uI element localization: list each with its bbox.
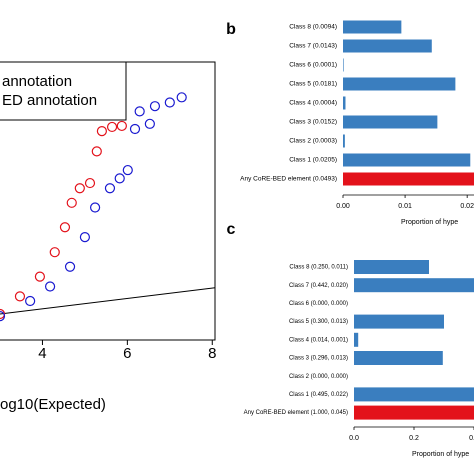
category-label: Class 7 (0.0143) — [289, 43, 337, 50]
category-label: Class 1 (0.495, 0.022) — [289, 392, 348, 398]
point — [0, 310, 6, 322]
point — [25, 295, 36, 307]
point — [66, 197, 77, 208]
category-label: Class 5 (0.0181) — [289, 81, 337, 88]
point — [149, 101, 161, 112]
bar — [343, 134, 345, 148]
x-tick-label: 0.0 — [349, 435, 359, 442]
category-label: Class 4 (0.0004) — [289, 100, 337, 107]
category-label: Class 7 (0.442, 0.020) — [289, 283, 348, 289]
x-tick-label: 0.02 — [460, 203, 474, 210]
bar — [354, 387, 474, 402]
x-axis-label: og10(Expected) — [0, 396, 106, 413]
point — [144, 118, 155, 129]
bar — [343, 77, 456, 91]
x-tick-label: 8 — [208, 345, 216, 362]
x-tick-label: 0.2 — [409, 435, 419, 442]
point — [164, 97, 175, 108]
x-tick-label: 6 — [123, 345, 131, 362]
point — [79, 232, 91, 243]
category-label: Class 3 (0.0152) — [289, 119, 337, 126]
reference-line — [0, 287, 216, 315]
bar — [354, 332, 359, 347]
category-label: Class 1 (0.0205) — [289, 157, 337, 164]
bar — [343, 172, 474, 186]
category-label: Class 6 (0.0001) — [289, 62, 337, 69]
point — [114, 173, 125, 184]
bar — [354, 278, 474, 293]
point — [84, 177, 96, 189]
bar — [343, 115, 438, 129]
legend-box — [0, 61, 127, 121]
x-tick-label: 0.00 — [336, 203, 350, 210]
category-label: Class 4 (0.014, 0.001) — [289, 337, 348, 343]
legend-label: ED annotation — [2, 92, 97, 109]
bar — [354, 405, 474, 420]
category-label: Class 6 (0.000, 0.000) — [289, 301, 348, 307]
bar — [354, 260, 429, 274]
point — [34, 271, 46, 282]
x-axis-label: Proportion of hype — [412, 451, 469, 458]
point — [91, 146, 102, 157]
x-axis-label: Proportion of hype — [401, 219, 458, 226]
point — [106, 121, 118, 133]
category-label: Class 5 (0.300, 0.013) — [289, 319, 348, 325]
x-tick-label: 0.4 — [469, 435, 474, 442]
point — [44, 281, 56, 292]
bar — [343, 58, 344, 72]
category-label: Class 2 (0.0003) — [289, 138, 337, 145]
bar — [354, 351, 443, 365]
point — [64, 261, 76, 272]
category-label: Class 2 (0.000, 0.000) — [289, 374, 348, 380]
point — [89, 202, 101, 213]
point — [129, 123, 141, 135]
category-label: Class 3 (0.296, 0.013) — [289, 356, 348, 362]
category-label: Class 8 (0.0094) — [289, 24, 337, 31]
x-tick-label: 4 — [38, 345, 46, 362]
bar — [343, 20, 402, 34]
category-label: Any CoRE-BED element (0.0493) — [240, 176, 337, 183]
point — [96, 126, 107, 137]
point — [59, 222, 71, 233]
bar — [343, 39, 432, 53]
point — [122, 164, 133, 176]
point — [104, 183, 116, 194]
bar — [354, 314, 444, 329]
legend-label: annotation — [2, 73, 72, 90]
point — [116, 120, 127, 132]
point — [176, 92, 187, 103]
bar — [343, 153, 471, 167]
category-label: Any CoRE-BED element (1.000, 0.045) — [244, 410, 348, 416]
x-tick-label: 0.01 — [398, 203, 412, 210]
point — [14, 291, 26, 302]
panel-label: b — [226, 21, 236, 38]
category-label: Class 8 (0.250, 0.011) — [289, 265, 348, 271]
panel-label: c — [227, 221, 236, 238]
point — [134, 106, 145, 117]
point — [74, 183, 85, 194]
bar — [343, 96, 346, 110]
point — [49, 247, 60, 258]
